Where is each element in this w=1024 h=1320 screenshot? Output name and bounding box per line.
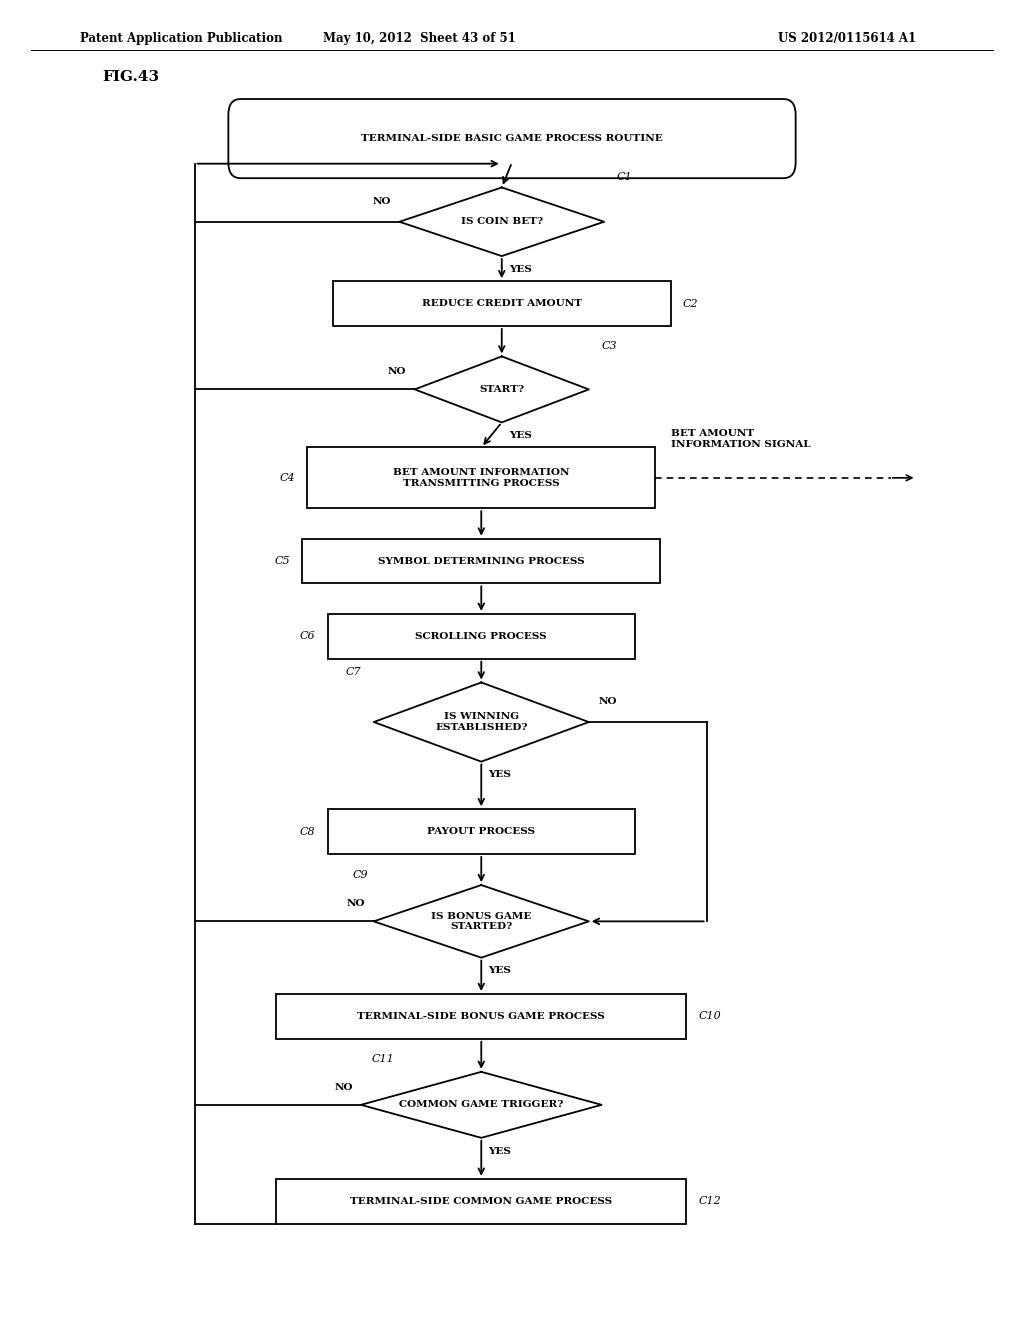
Bar	[276, 994, 686, 1039]
Bar	[276, 1179, 686, 1224]
Text: NO: NO	[599, 697, 617, 706]
Text: C3: C3	[601, 341, 616, 351]
Polygon shape	[415, 356, 589, 422]
Text: SCROLLING PROCESS: SCROLLING PROCESS	[416, 632, 547, 640]
Bar	[302, 539, 660, 583]
Text: TERMINAL-SIDE BASIC GAME PROCESS ROUTINE: TERMINAL-SIDE BASIC GAME PROCESS ROUTINE	[361, 135, 663, 143]
Text: FIG.43: FIG.43	[102, 70, 160, 83]
Text: NO: NO	[388, 367, 407, 376]
Text: C7: C7	[346, 667, 361, 677]
Text: YES: YES	[509, 265, 531, 273]
Text: C5: C5	[274, 556, 290, 566]
Text: YES: YES	[488, 966, 511, 975]
Polygon shape	[360, 1072, 601, 1138]
Text: YES: YES	[509, 432, 531, 440]
Text: C1: C1	[616, 172, 632, 182]
Text: PAYOUT PROCESS: PAYOUT PROCESS	[427, 828, 536, 836]
Text: C2: C2	[683, 298, 698, 309]
Text: REDUCE CREDIT AMOUNT: REDUCE CREDIT AMOUNT	[422, 300, 582, 308]
Text: YES: YES	[488, 771, 511, 779]
Text: TERMINAL-SIDE BONUS GAME PROCESS: TERMINAL-SIDE BONUS GAME PROCESS	[357, 1012, 605, 1020]
Text: C6: C6	[300, 631, 315, 642]
Text: IS BONUS GAME
STARTED?: IS BONUS GAME STARTED?	[431, 912, 531, 931]
Text: May 10, 2012  Sheet 43 of 51: May 10, 2012 Sheet 43 of 51	[324, 32, 516, 45]
Bar	[328, 614, 635, 659]
Text: IS COIN BET?: IS COIN BET?	[461, 218, 543, 226]
Text: C9: C9	[353, 870, 369, 879]
Text: C4: C4	[280, 473, 295, 483]
Text: START?: START?	[479, 385, 524, 393]
Bar	[307, 447, 655, 508]
Text: BET AMOUNT INFORMATION
TRANSMITTING PROCESS: BET AMOUNT INFORMATION TRANSMITTING PROC…	[393, 469, 569, 487]
Polygon shape	[399, 187, 604, 256]
Text: COMMON GAME TRIGGER?: COMMON GAME TRIGGER?	[399, 1101, 563, 1109]
Text: US 2012/0115614 A1: US 2012/0115614 A1	[778, 32, 916, 45]
Text: C10: C10	[698, 1011, 721, 1022]
Bar	[328, 809, 635, 854]
Text: C12: C12	[698, 1196, 721, 1206]
Text: Patent Application Publication: Patent Application Publication	[80, 32, 283, 45]
Text: NO: NO	[334, 1082, 352, 1092]
Polygon shape	[374, 884, 589, 958]
Text: NO: NO	[373, 197, 391, 206]
Text: C11: C11	[371, 1053, 394, 1064]
Text: BET AMOUNT
INFORMATION SIGNAL: BET AMOUNT INFORMATION SIGNAL	[671, 429, 810, 449]
Text: SYMBOL DETERMINING PROCESS: SYMBOL DETERMINING PROCESS	[378, 557, 585, 565]
Polygon shape	[374, 682, 589, 762]
Text: C8: C8	[300, 826, 315, 837]
Text: IS WINNING
ESTABLISHED?: IS WINNING ESTABLISHED?	[435, 713, 527, 731]
Text: TERMINAL-SIDE COMMON GAME PROCESS: TERMINAL-SIDE COMMON GAME PROCESS	[350, 1197, 612, 1205]
Bar	[333, 281, 671, 326]
Text: YES: YES	[488, 1147, 511, 1155]
Text: NO: NO	[347, 899, 366, 908]
FancyBboxPatch shape	[228, 99, 796, 178]
